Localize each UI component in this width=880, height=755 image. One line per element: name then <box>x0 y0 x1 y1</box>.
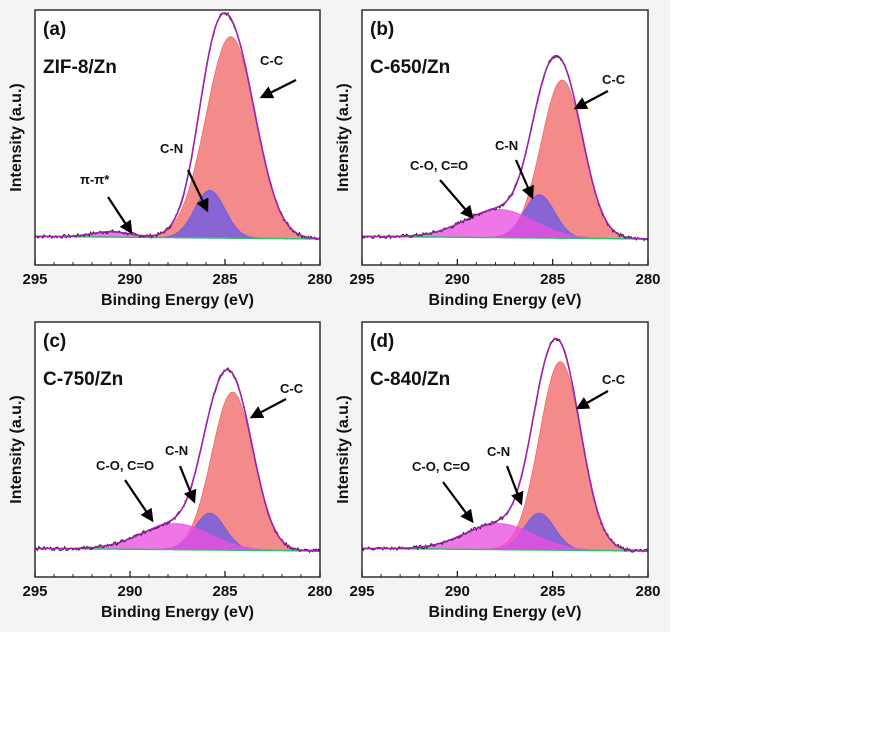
peak-annotation-label: C-O, C=O <box>410 158 468 173</box>
peak-annotation-arrow <box>249 398 287 419</box>
x-tick-label: 280 <box>307 271 332 288</box>
peak-annotation-label: C-C <box>602 72 626 87</box>
panel-label: (c) <box>43 331 66 352</box>
axes-frame <box>34 9 321 266</box>
x-tick-label: 295 <box>349 583 374 600</box>
x-tick-label: 295 <box>22 271 47 288</box>
panel-label: (b) <box>370 19 394 40</box>
envelope-fit-line <box>35 368 321 552</box>
peak-annotation-label: C-C <box>260 53 284 68</box>
x-tick-label: 290 <box>445 583 470 600</box>
sample-label: C-650/Zn <box>370 57 450 78</box>
peak-annotation-arrow <box>187 169 209 213</box>
peak-annotation-label: C-C <box>280 381 304 396</box>
axes-frame <box>34 321 321 578</box>
y-axis-title: Intensity (a.u.) <box>8 395 25 503</box>
peak-annotation-label: C-C <box>602 372 626 387</box>
peak-annotation-arrow <box>178 465 197 504</box>
sample-label: ZIF-8/Zn <box>43 57 117 78</box>
panel-label: (d) <box>370 331 394 352</box>
peak-annotation-arrow <box>439 179 474 219</box>
envelope-fit-line <box>35 12 321 240</box>
y-axis-title: Intensity (a.u.) <box>335 83 352 191</box>
peak-annotation-arrow <box>442 481 474 524</box>
x-tick-label: 285 <box>540 583 565 600</box>
envelope-fit-line <box>362 337 649 552</box>
peak-annotation-arrow <box>107 196 133 235</box>
x-tick-label: 295 <box>22 583 47 600</box>
x-axis-title: Binding Energy (eV) <box>101 292 254 309</box>
x-tick-label: 285 <box>212 271 237 288</box>
background-line <box>35 235 321 240</box>
panel-label: (a) <box>43 19 66 40</box>
peak-annotation-label: C-N <box>495 138 518 153</box>
peak-annotation-label: C-N <box>487 444 510 459</box>
x-tick-label: 285 <box>540 271 565 288</box>
x-tick-label: 295 <box>349 271 374 288</box>
x-tick-label: 280 <box>307 583 332 600</box>
x-tick-label: 290 <box>445 271 470 288</box>
peak-annotation-label: C-O, C=O <box>412 459 470 474</box>
envelope-fit-line <box>362 54 649 240</box>
x-tick-label: 290 <box>117 583 142 600</box>
x-tick-label: 290 <box>117 271 142 288</box>
y-axis-title: Intensity (a.u.) <box>8 83 25 191</box>
peak-annotation-arrow <box>124 479 154 523</box>
y-axis-title: Intensity (a.u.) <box>335 395 352 503</box>
peak-annotation-label: C-O, C=O <box>96 458 154 473</box>
xps-figure: 295 290 285 280 Binding Energy (eV) Intensity… <box>8 9 661 621</box>
axes-frame <box>361 321 649 578</box>
figure-panel: 295 290 285 280 Binding Energy (eV) Intensity… <box>0 0 670 632</box>
peak-annotation-arrow <box>573 90 609 110</box>
peak-annotation-arrow <box>575 390 609 410</box>
x-axis-title: Binding Energy (eV) <box>429 604 582 621</box>
peak-annotation-label: C-N <box>160 141 183 156</box>
axes-frame <box>361 9 649 266</box>
sample-label: C-750/Zn <box>43 369 123 390</box>
sample-label: C-840/Zn <box>370 369 450 390</box>
x-tick-label: 280 <box>635 583 660 600</box>
peak-annotation-label: π-π* <box>80 172 110 187</box>
x-axis-title: Binding Energy (eV) <box>429 292 582 309</box>
peak-annotation-arrow <box>505 465 524 506</box>
x-tick-label: 280 <box>635 271 660 288</box>
x-tick-label: 285 <box>212 583 237 600</box>
x-axis-title: Binding Energy (eV) <box>101 604 254 621</box>
peak-annotation-arrow <box>259 79 297 99</box>
peak-annotation-arrow <box>514 159 534 200</box>
peak-annotation-label: C-N <box>165 443 188 458</box>
